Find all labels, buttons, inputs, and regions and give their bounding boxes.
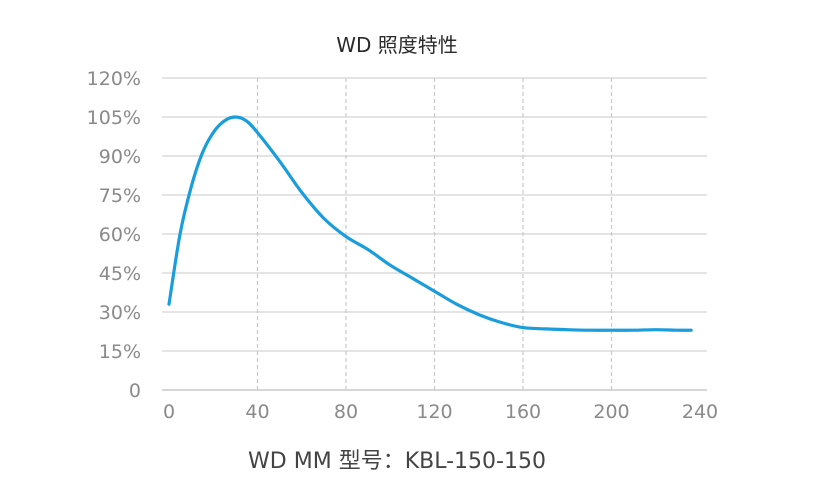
x-tick-label: 200 — [593, 401, 629, 423]
chart-title: WD 照度特性 — [336, 33, 458, 57]
y-tick-label: 45% — [99, 263, 141, 285]
x-axis-label: WD MM 型号：KBL-150-150 — [248, 449, 546, 474]
y-tick-label: 90% — [99, 146, 141, 168]
x-tick-label: 40 — [245, 401, 269, 423]
grid — [162, 77, 707, 391]
x-tick-label: 0 — [163, 401, 175, 423]
series-line — [167, 115, 693, 332]
y-tick-label: 60% — [99, 224, 141, 246]
y-tick-label: 0 — [129, 380, 141, 402]
y-tick-label: 30% — [99, 302, 141, 324]
y-tick-label: 120% — [87, 68, 141, 90]
y-tick-label: 105% — [87, 107, 141, 129]
axes: 0 15% 30% 45% 60% 75% 90% 105% 120% 0 40 80 120 160 20… — [87, 68, 718, 423]
y-tick-label: 75% — [99, 185, 141, 207]
x-tick-label: 240 — [682, 401, 718, 423]
x-tick-label: 80 — [334, 401, 358, 423]
x-tick-label: 120 — [416, 401, 452, 423]
x-tick-label: 160 — [505, 401, 541, 423]
series — [167, 115, 693, 332]
y-tick-label: 15% — [99, 341, 141, 363]
